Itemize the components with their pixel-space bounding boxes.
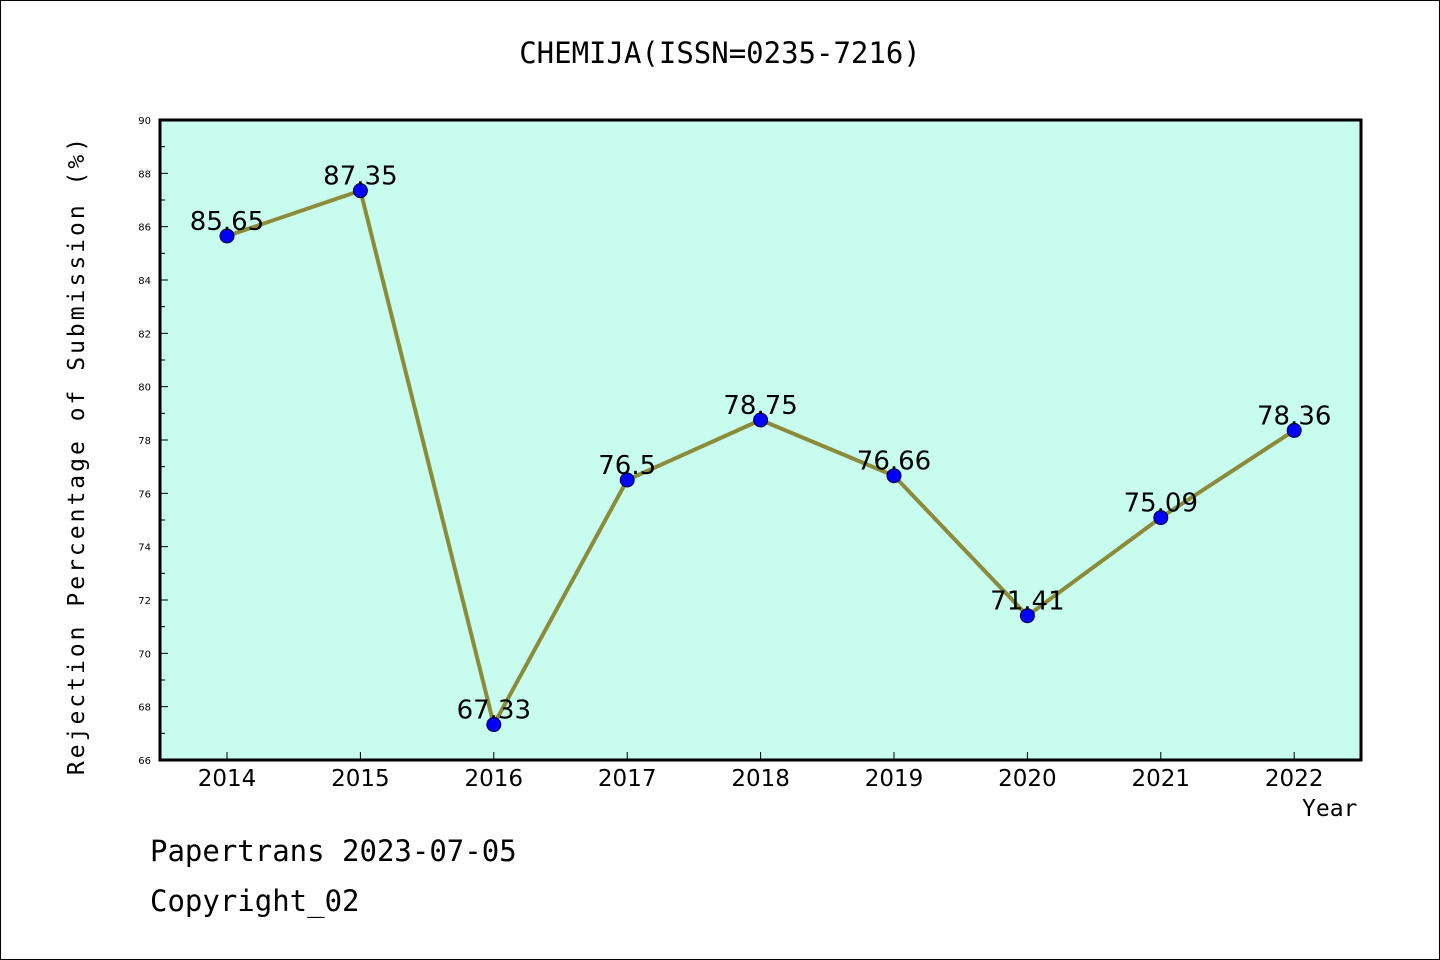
x-axis-label: Year — [1302, 796, 1358, 822]
x-tick-label: 2019 — [865, 766, 924, 792]
y-tick-label: 90 — [138, 116, 151, 127]
y-tick-label: 88 — [138, 169, 151, 180]
plot-area — [160, 120, 1361, 760]
y-tick-label: 86 — [138, 223, 151, 234]
data-label: 67.33 — [457, 696, 531, 726]
data-label: 76.5 — [598, 451, 656, 481]
data-label: 85.65 — [190, 207, 264, 237]
x-tick-label: 2022 — [1265, 766, 1324, 792]
data-point-marker — [886, 468, 902, 484]
footer-source-date: Papertrans 2023-07-05 — [150, 834, 517, 868]
data-point-marker — [753, 412, 769, 428]
y-tick-label: 66 — [138, 756, 151, 767]
y-tick-label: 78 — [138, 436, 151, 447]
x-tick-label: 2021 — [1132, 766, 1191, 792]
chart-title: CHEMIJA(ISSN=0235-7216) — [519, 36, 921, 70]
data-label: 87.35 — [323, 162, 397, 192]
y-tick-label: 76 — [138, 489, 151, 500]
x-tick-label: 2020 — [998, 766, 1057, 792]
y-tick-label: 68 — [138, 703, 151, 714]
data-label: 76.66 — [857, 447, 931, 477]
data-point-marker — [219, 228, 235, 244]
data-label: 75.09 — [1124, 489, 1198, 519]
data-point-marker — [486, 717, 502, 733]
y-tick-label: 80 — [138, 383, 151, 394]
y-tick-label: 84 — [138, 276, 151, 287]
data-point-marker — [619, 472, 635, 488]
y-tick-label: 82 — [138, 329, 151, 340]
data-point-marker — [1286, 422, 1302, 438]
footer-copyright: Copyright_02 — [150, 884, 360, 918]
data-point-marker — [1153, 510, 1169, 526]
x-tick-label: 2014 — [198, 766, 257, 792]
data-label: 78.36 — [1257, 401, 1331, 431]
y-tick-label: 70 — [138, 649, 151, 660]
data-label: 78.75 — [723, 391, 797, 421]
x-tick-label: 2018 — [731, 766, 790, 792]
x-tick-label: 2016 — [465, 766, 524, 792]
data-point-marker — [352, 183, 368, 199]
data-label: 71.41 — [990, 587, 1064, 617]
y-tick-label: 74 — [138, 543, 151, 554]
x-tick-label: 2017 — [598, 766, 657, 792]
data-point-marker — [1019, 608, 1035, 624]
y-tick-label: 72 — [138, 596, 151, 607]
x-tick-label: 2015 — [331, 766, 390, 792]
plot-border — [158, 118, 1363, 762]
